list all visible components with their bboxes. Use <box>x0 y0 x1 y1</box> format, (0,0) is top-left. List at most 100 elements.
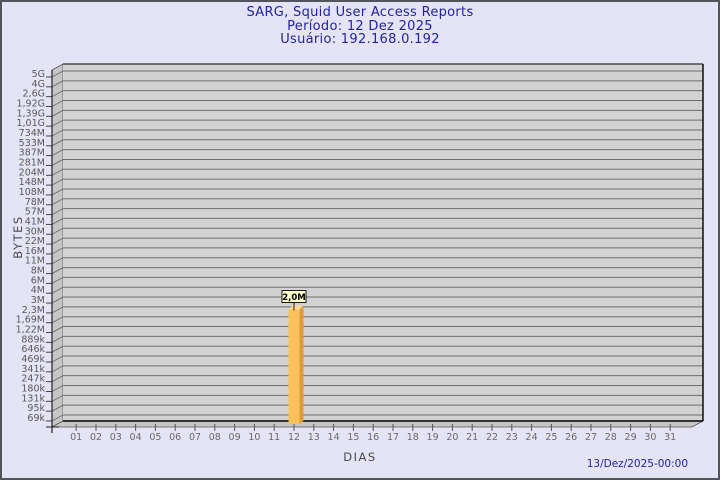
wall-gridline <box>51 90 64 98</box>
wall-gridline <box>51 208 64 215</box>
y-tick-label: 41M <box>25 216 45 227</box>
wall-gridline <box>51 70 64 78</box>
y-tick-label: 4M <box>31 285 45 296</box>
wall-gridline <box>51 316 64 324</box>
wall-left <box>51 63 64 428</box>
x-tick-label: 02 <box>90 432 102 443</box>
x-tick-label: 14 <box>328 432 340 443</box>
bar-value-label: 2,0M <box>282 293 306 303</box>
y-tick-label: 22M <box>25 236 45 247</box>
y-tick-label: 341k <box>21 364 45 375</box>
x-tick-label: 28 <box>605 432 617 443</box>
y-tick-label: 469k <box>21 354 45 365</box>
wall-gridline <box>51 237 64 245</box>
y-tick-label: 69k <box>27 413 45 424</box>
x-tick-label: 03 <box>110 432 122 443</box>
floor <box>51 420 704 428</box>
x-tick-label: 26 <box>565 432 577 443</box>
y-tick-label: 4G <box>32 79 45 90</box>
chart-period: Período: 12 Dez 2025 <box>287 18 433 34</box>
x-tick-label: 09 <box>229 432 241 443</box>
y-tick-label: 11M <box>25 256 45 267</box>
y-tick-label: 148M <box>19 177 45 188</box>
wall-gridline <box>51 227 64 235</box>
y-tick-label: 3M <box>31 295 45 306</box>
x-tick-label: 13 <box>308 432 320 443</box>
wall-gridline <box>51 109 64 117</box>
x-tick-label: 04 <box>130 432 142 443</box>
y-tick-label: 57M <box>25 207 45 218</box>
wall-gridline <box>51 247 64 255</box>
wall-gridline <box>51 277 64 284</box>
x-tick-label: 30 <box>644 432 656 443</box>
y-tick-label: 247k <box>21 374 45 385</box>
x-tick-label: 29 <box>625 432 637 443</box>
y-tick-label: 16M <box>25 246 45 257</box>
y-tick-label: 204M <box>19 167 45 178</box>
chart-user: Usuário: 192.168.0.192 <box>280 32 440 47</box>
x-tick-label: 08 <box>209 432 221 443</box>
x-tick-label: 18 <box>407 432 419 443</box>
x-tick-label: 24 <box>526 432 538 443</box>
y-tick-label: 95k <box>27 403 45 414</box>
x-axis-title: DIAS <box>343 450 377 464</box>
y-tick-label: 1,69M <box>16 315 45 326</box>
wall-gridline <box>51 267 64 274</box>
y-tick-label: 281M <box>19 157 45 168</box>
y-tick-label: 889k <box>21 334 45 345</box>
y-tick-label: 30M <box>25 226 45 237</box>
wall-gridline <box>51 355 64 363</box>
wall-gridline <box>51 345 64 353</box>
y-tick-label: 646k <box>21 344 45 355</box>
plot-area <box>63 64 703 421</box>
x-tick-label: 19 <box>427 432 439 443</box>
y-tick-label: 131k <box>21 393 45 404</box>
y-tick-label: 108M <box>19 187 45 198</box>
x-tick-label: 01 <box>70 432 82 443</box>
x-tick-label: 22 <box>486 432 498 443</box>
wall-gridline <box>51 296 64 304</box>
wall-gridline <box>51 139 64 147</box>
wall-gridline <box>51 335 64 343</box>
wall-gridline <box>51 404 64 412</box>
x-tick-label: 05 <box>149 432 161 443</box>
wall-gridline <box>51 149 64 157</box>
x-tick-label: 17 <box>387 432 399 443</box>
wall-gridline <box>51 100 64 107</box>
x-tick-label: 20 <box>446 432 458 443</box>
bar-side-face <box>299 305 304 424</box>
chart-header: SARG, Squid User Access Reports Período:… <box>2 6 718 47</box>
wall-gridline <box>51 414 64 422</box>
x-tick-label: 25 <box>545 432 557 443</box>
x-tick-label: 06 <box>169 432 181 443</box>
wall-gridline <box>51 80 64 88</box>
x-tick-label: 23 <box>506 432 518 443</box>
y-tick-label: 734M <box>19 128 45 139</box>
wall-gridline <box>51 119 64 127</box>
x-tick-label: 16 <box>367 432 379 443</box>
wall-gridline <box>51 306 64 314</box>
wall-gridline <box>51 394 64 402</box>
y-tick-label: 8M <box>31 266 45 277</box>
wall-gridline <box>51 178 64 186</box>
value-box <box>281 290 307 303</box>
wall-gridline <box>51 188 64 196</box>
x-tick-label: 31 <box>664 432 676 443</box>
y-tick-label: 1,22M <box>16 325 45 336</box>
bar-top-face <box>288 305 304 310</box>
wall-gridline <box>51 198 64 206</box>
y-tick-label: 1,01G <box>16 118 45 129</box>
x-tick-label: 15 <box>347 432 359 443</box>
wall-gridline <box>51 129 64 137</box>
x-tick-label: 21 <box>466 432 478 443</box>
generation-timestamp: 13/Dez/2025-00:00 <box>586 458 688 470</box>
y-tick-label: 2,3M <box>22 305 45 316</box>
wall-gridline <box>51 257 64 265</box>
y-axis-title: BYTES <box>11 215 25 259</box>
y-tick-label: 1,92G <box>16 98 45 109</box>
y-tick-label: 5G <box>32 69 45 80</box>
wall-gridline <box>51 385 64 392</box>
wall-gridline <box>51 375 64 383</box>
